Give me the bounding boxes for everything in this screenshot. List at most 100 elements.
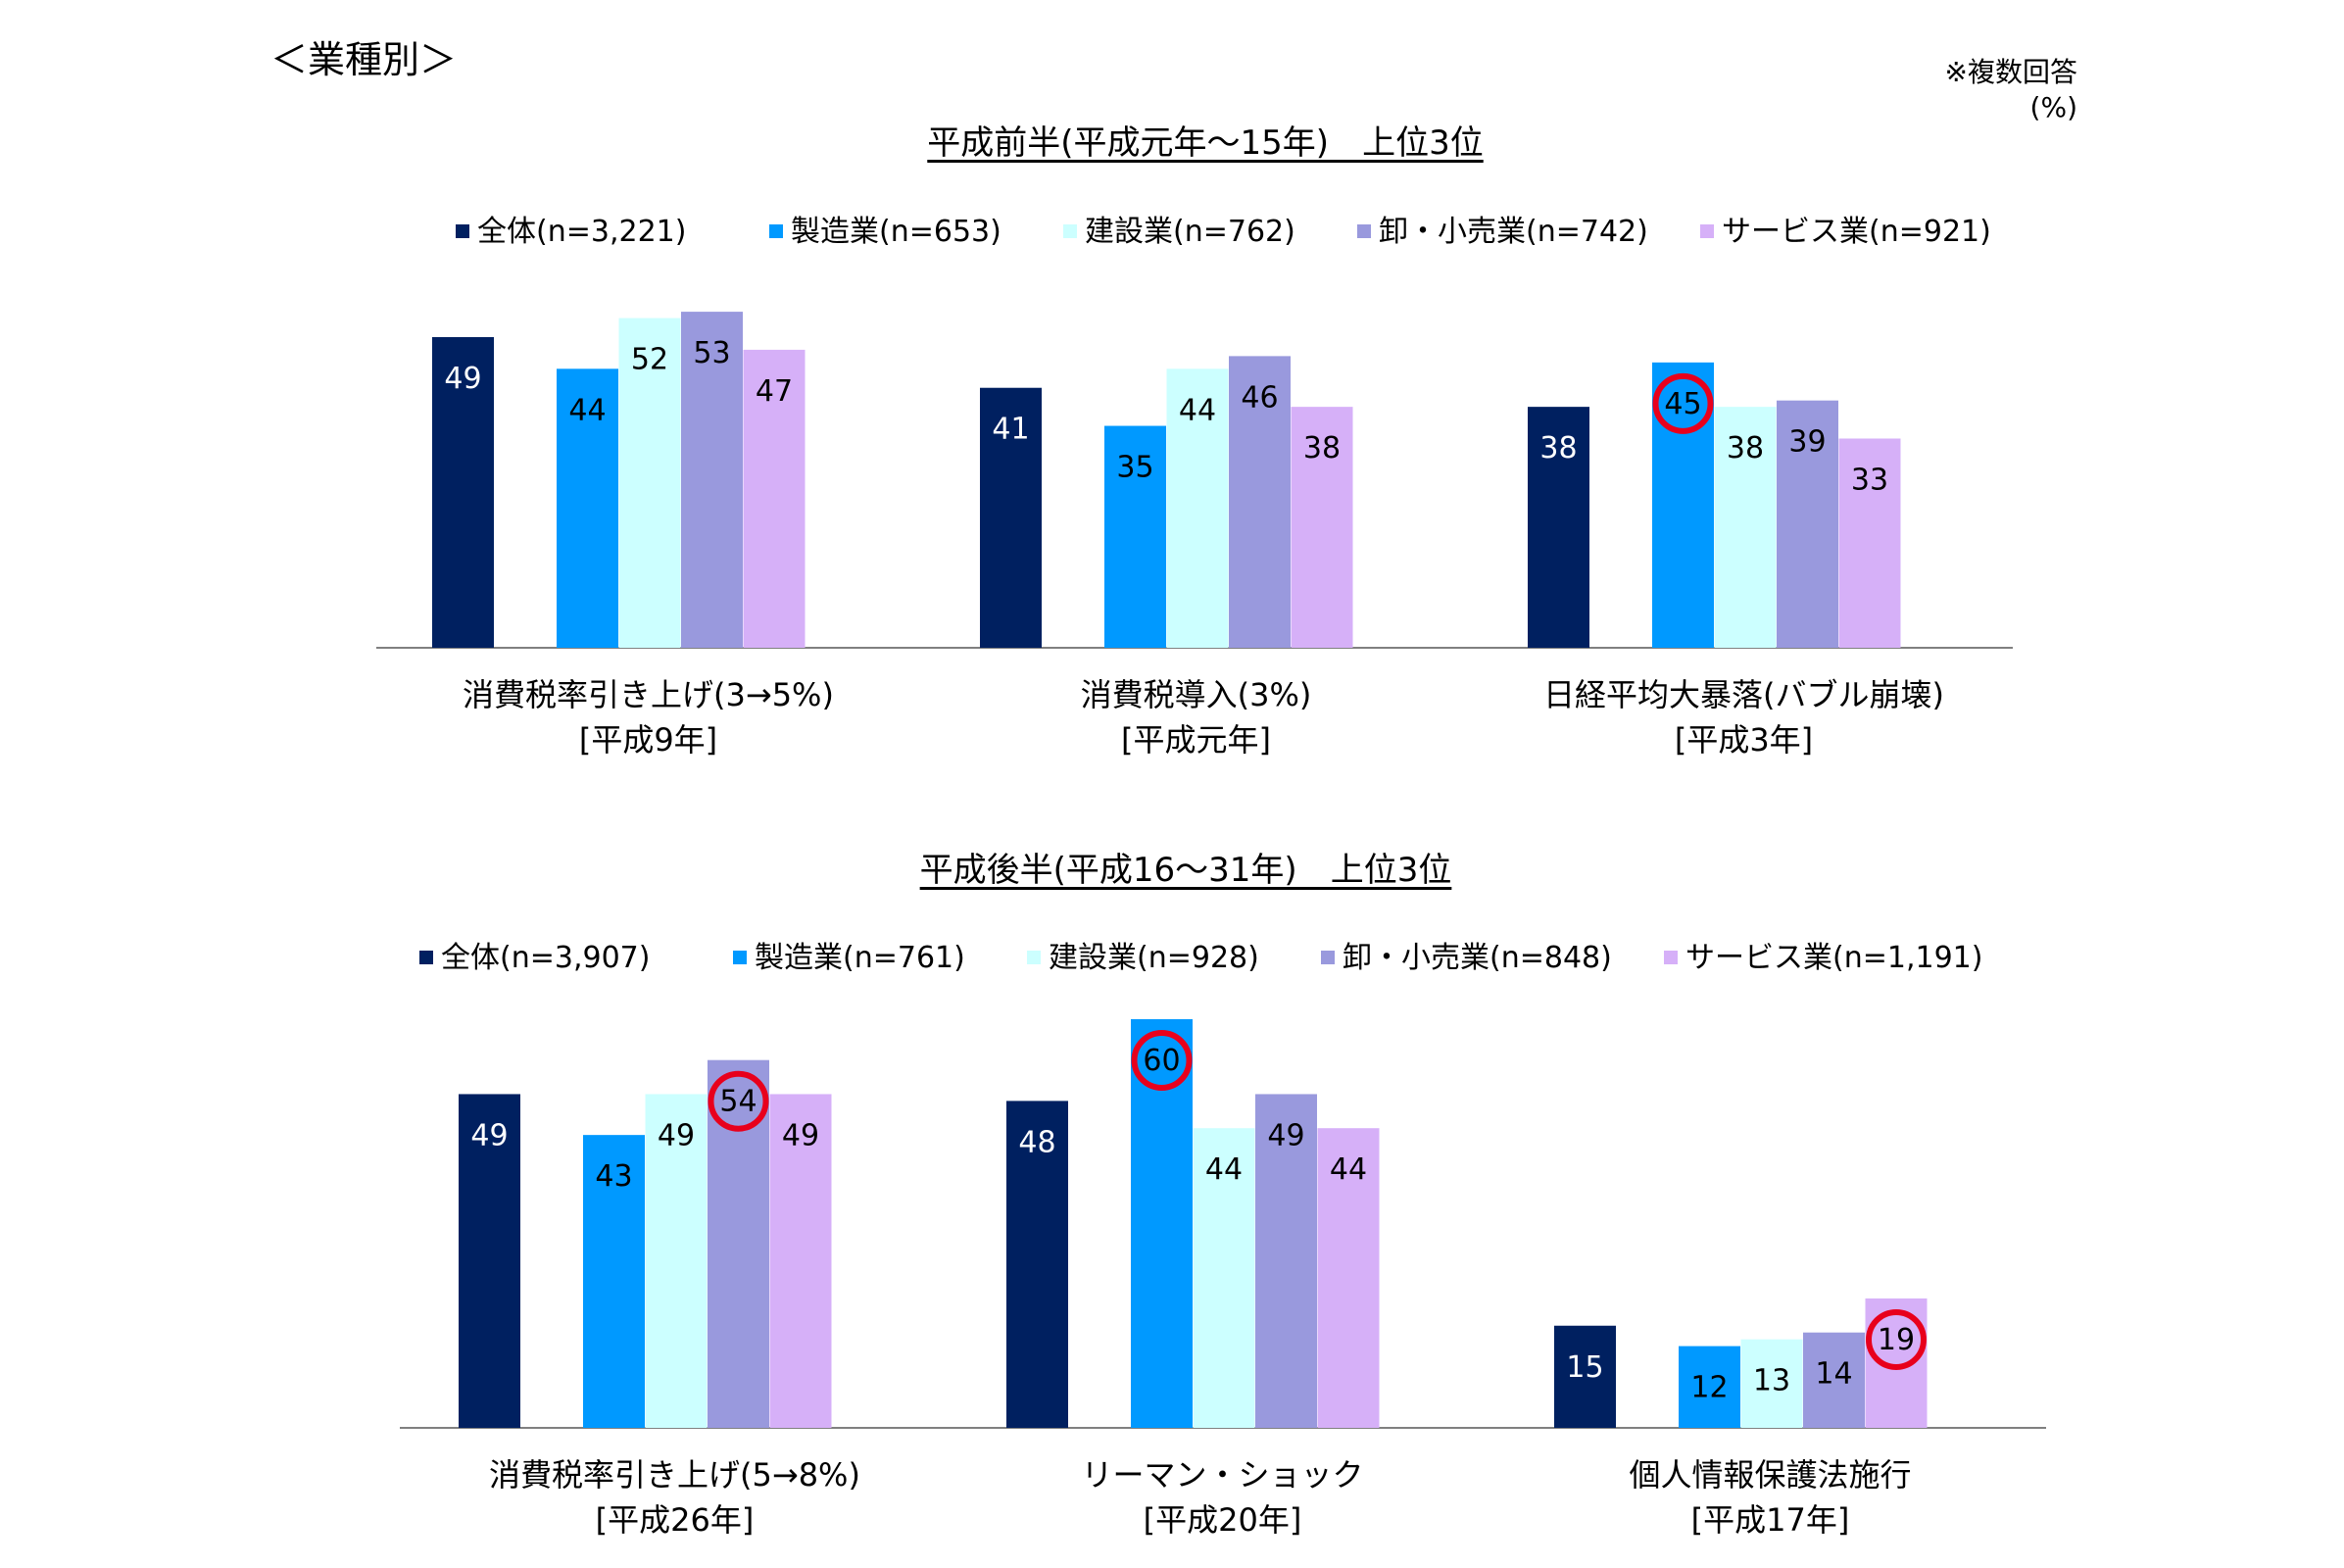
legend-item-wholesale_retail: 卸・小売業(n=742) (1357, 213, 1648, 252)
bar-value-label: 39 (1788, 425, 1826, 460)
bar-services (1838, 438, 1901, 648)
bar-value-label: 33 (1851, 463, 1888, 497)
legend-label: 全体(n=3,221) (477, 215, 687, 249)
bar-services (769, 1094, 832, 1428)
bar-value-label: 49 (1267, 1118, 1304, 1152)
legend-swatch (1700, 223, 1714, 238)
bar-manufacturing (1679, 1346, 1740, 1428)
chart-1-title: 平成前半(平成元年～15年) 上位3位 (927, 123, 1484, 163)
bar-value-label: 12 (1690, 1371, 1728, 1405)
category-year-label: [平成3年] (1675, 721, 1813, 759)
bar-manufacturing (1652, 362, 1714, 648)
bar-value-label: 35 (1116, 451, 1153, 485)
bar-wholesale_retail (1803, 1332, 1865, 1428)
legend-swatch (1321, 950, 1335, 964)
legend-label: サービス業(n=1,191) (1685, 941, 1983, 975)
bar-manufacturing (1104, 425, 1166, 648)
bar-value-label: 44 (1179, 393, 1216, 427)
category-year-label: [平成元年] (1121, 721, 1271, 759)
bar-value-label: 46 (1241, 380, 1278, 415)
legend-swatch (1027, 950, 1041, 964)
legend-label: 建設業(n=762) (1085, 215, 1295, 249)
category-year-label: [平成9年] (579, 721, 717, 759)
bar-value-label: 49 (782, 1118, 819, 1152)
bar-wholesale_retail (681, 312, 743, 648)
multiple-answer-note: ※複数回答 (%) (1921, 55, 2077, 125)
bar-all (1528, 407, 1589, 648)
legend-item-all: 全体(n=3,907) (419, 939, 650, 978)
legend-item-wholesale_retail: 卸・小売業(n=848) (1321, 939, 1612, 978)
bar-value-label: 41 (992, 413, 1029, 447)
legend-swatch (1357, 223, 1371, 238)
legend-swatch (456, 223, 469, 238)
legend-label: 全体(n=3,907) (441, 941, 651, 975)
legend-swatch (1664, 950, 1678, 964)
highlight-circle (1131, 1030, 1193, 1091)
category-year-label: [平成20年] (1144, 1501, 1302, 1539)
category-label: 個人情報保護法施行 (1629, 1456, 1911, 1494)
legend-item-services: サービス業(n=921) (1700, 213, 1991, 252)
bar-value-label: 47 (756, 374, 793, 409)
bar-all (432, 336, 494, 648)
category-label: 消費税導入(3%) (1081, 676, 1312, 713)
category-label: 消費税率引き上げ(3→5%) (463, 676, 834, 713)
bar-value-label: 53 (693, 336, 730, 370)
bar-services (1291, 407, 1353, 648)
bar-value-label: 60 (1143, 1044, 1180, 1078)
bar-value-label: 38 (1539, 431, 1577, 466)
bar-services (1317, 1128, 1380, 1428)
highlight-circle (708, 1070, 769, 1132)
bar-all (459, 1094, 520, 1428)
chart-2-plot: 49 43 49 54 49 消費税率引き上げ(5→8%) [平成26年] 48 60 44 49 4… (400, 1019, 2046, 1539)
bar-value-label: 43 (595, 1159, 632, 1194)
bar-value-label: 44 (1330, 1152, 1367, 1187)
bar-value-label: 48 (1018, 1125, 1055, 1159)
chart-1-plot: 49 44 52 53 47 消費税率引き上げ(3→5%) [平成9年] 41 35 44 46 38… (376, 312, 2013, 759)
bar-value-label: 15 (1566, 1350, 1603, 1385)
legend-item-manufacturing: 製造業(n=761) (733, 939, 965, 978)
bar-value-label: 13 (1753, 1364, 1790, 1398)
bar-value-label: 45 (1664, 387, 1701, 421)
bar-wholesale_retail (1229, 356, 1291, 648)
legend-label: サービス業(n=921) (1722, 215, 1991, 249)
bar-value-label: 19 (1878, 1323, 1915, 1357)
legend-item-construction: 建設業(n=928) (1027, 939, 1259, 978)
note-multiple-answers: ※複数回答 (1944, 56, 2077, 88)
bar-value-label: 54 (719, 1085, 757, 1119)
category-label: リーマン・ショック (1081, 1456, 1363, 1494)
category-label: 消費税率引き上げ(5→8%) (489, 1456, 860, 1494)
legend-swatch (733, 950, 747, 964)
legend-label: 製造業(n=653) (791, 215, 1001, 249)
page-title: ＜業種別＞ (270, 38, 458, 81)
bar-wholesale_retail (1777, 400, 1838, 648)
bar-services (743, 349, 806, 648)
legend-item-manufacturing: 製造業(n=653) (769, 213, 1001, 252)
bar-construction (1193, 1128, 1255, 1428)
bar-construction (645, 1094, 708, 1428)
note-unit: (%) (2029, 91, 2077, 123)
bar-construction (618, 318, 681, 648)
chart-2-legend: 全体(n=3,907) 製造業(n=761) 建設業(n=928) 卸・小売業(n=8… (419, 939, 2027, 978)
bar-all (1554, 1325, 1616, 1428)
legend-item-construction: 建設業(n=762) (1063, 213, 1295, 252)
category-year-label: [平成17年] (1691, 1501, 1850, 1539)
legend-item-all: 全体(n=3,221) (456, 213, 686, 252)
legend-item-services: サービス業(n=1,191) (1664, 939, 1982, 978)
legend-label: 製造業(n=761) (755, 941, 965, 975)
category-label: 日経平均大暴落(バブル崩壊) (1543, 676, 1944, 713)
legend-label: 建設業(n=928) (1049, 941, 1259, 975)
bar-manufacturing (557, 368, 618, 648)
bar-value-label: 38 (1727, 431, 1764, 466)
bar-value-label: 44 (1205, 1152, 1243, 1187)
highlight-circle (1652, 372, 1714, 434)
bar-construction (1166, 368, 1229, 648)
chart-1-legend: 全体(n=3,221) 製造業(n=653) 建設業(n=762) 卸・小売業(n=7… (456, 213, 2024, 252)
bar-value-label: 44 (568, 393, 606, 427)
chart-2-title: 平成後半(平成16～31年) 上位3位 (919, 851, 1452, 890)
category-year-label: [平成26年] (596, 1501, 755, 1539)
bar-all (1006, 1101, 1068, 1428)
bar-value-label: 49 (658, 1118, 695, 1152)
highlight-circle (1866, 1308, 1927, 1370)
bar-manufacturing (583, 1135, 645, 1428)
bar-wholesale_retail (1255, 1094, 1317, 1428)
